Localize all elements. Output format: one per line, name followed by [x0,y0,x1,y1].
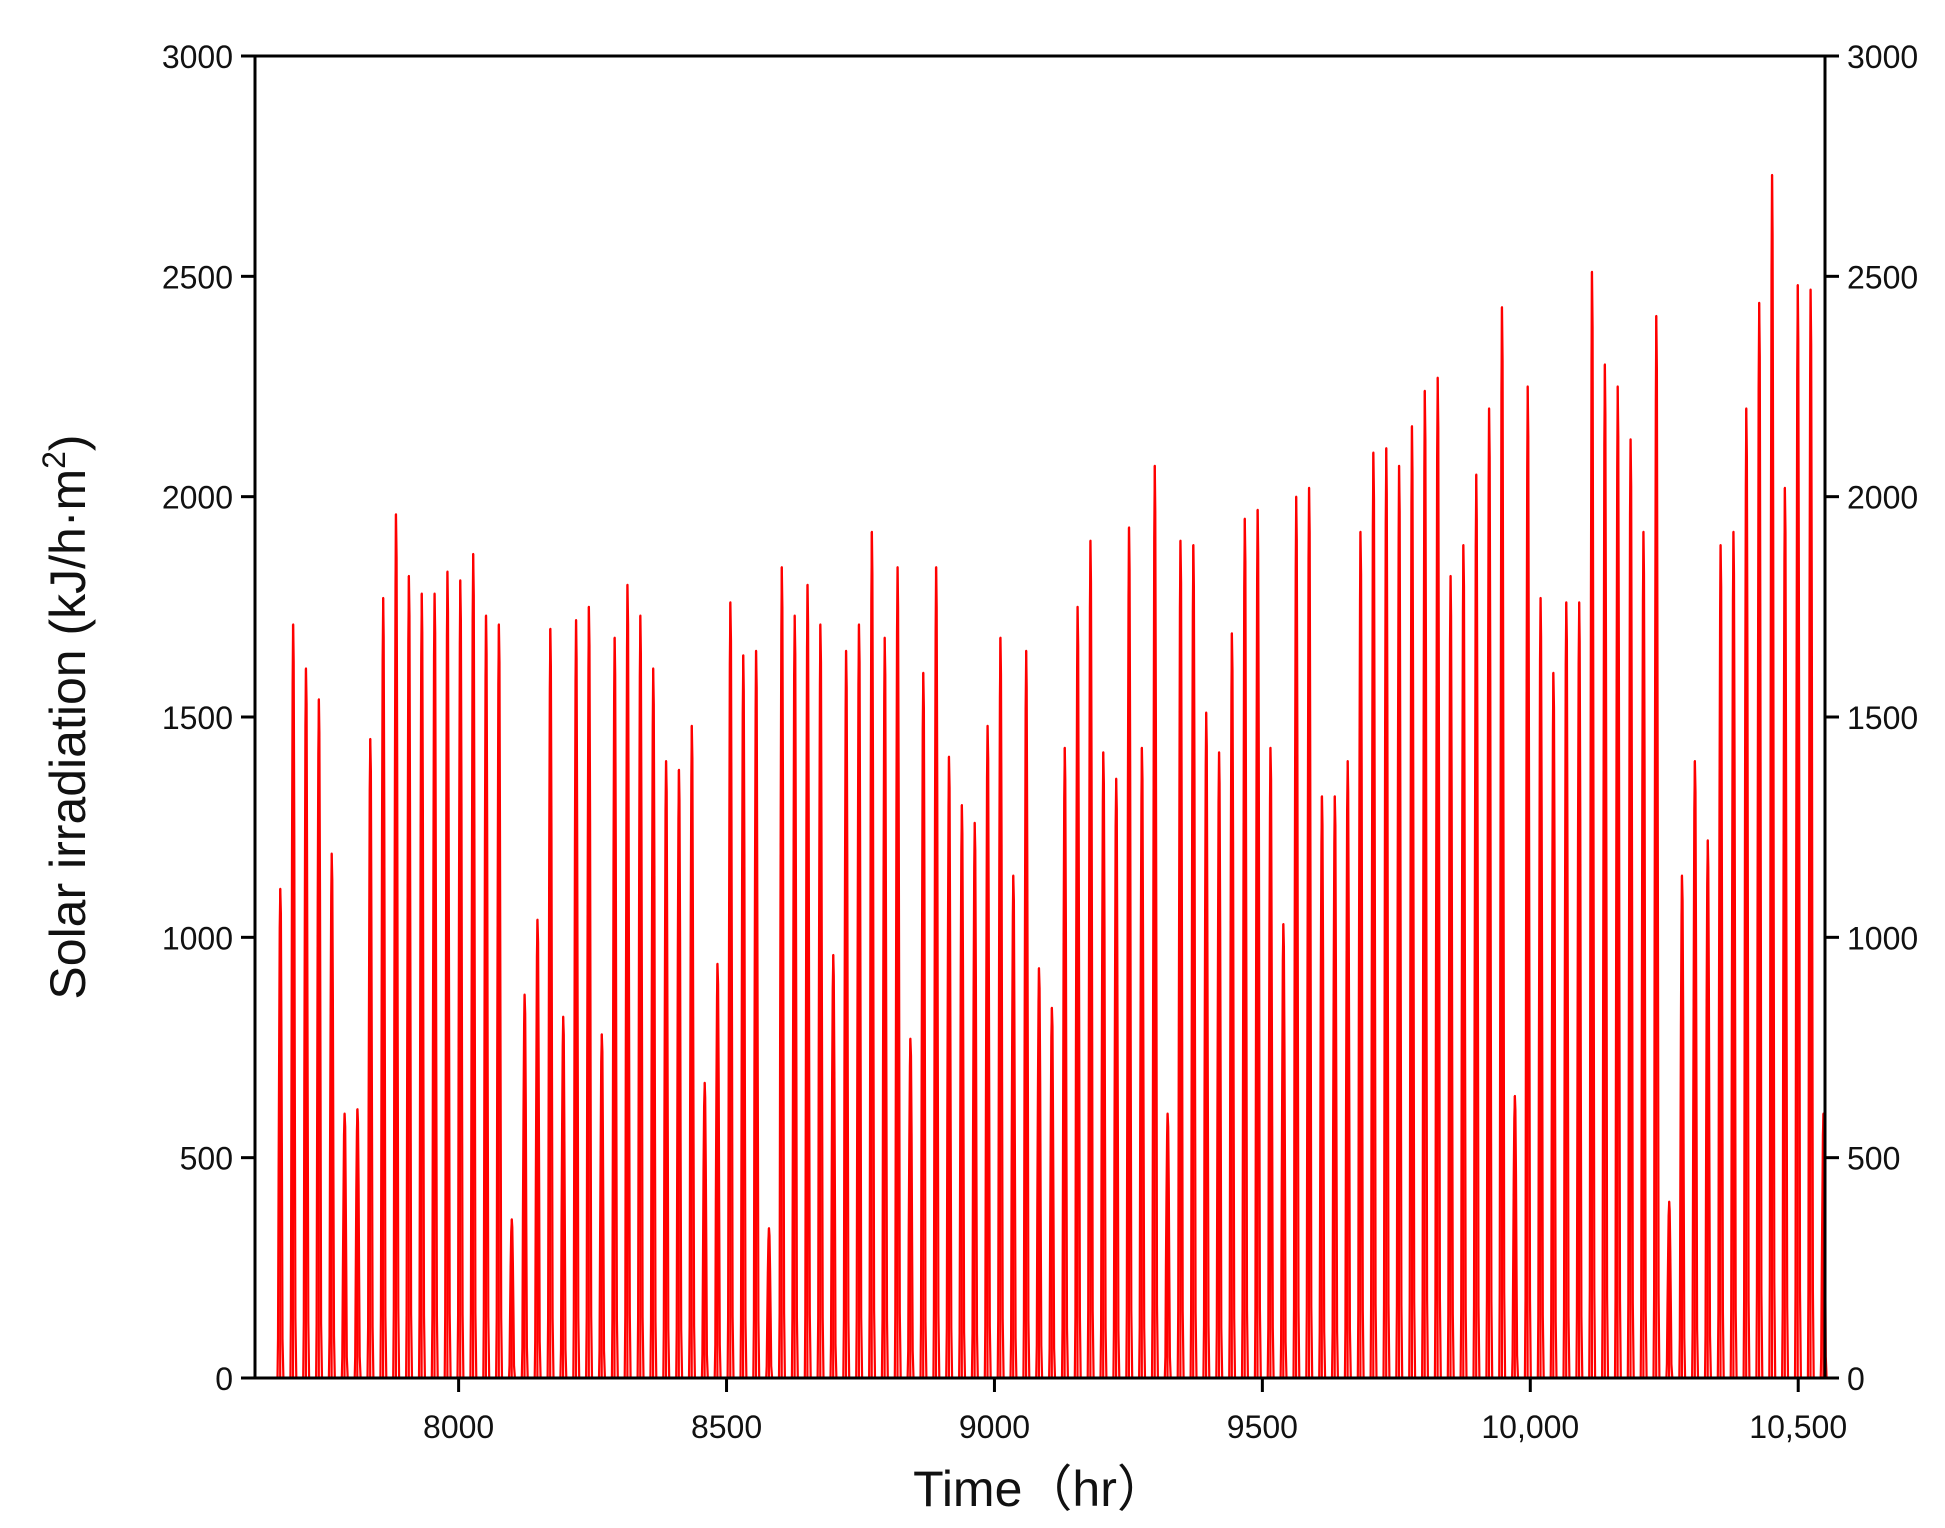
y-tick-label-left: 1500 [162,700,233,736]
y-axis-title-main: Solar irradiation (kJ/h·m [40,469,96,1000]
y-tick-label-left: 2000 [162,480,233,516]
y-tick-label-right: 2000 [1847,480,1918,516]
y-axis-right: 0 500 1000 1500 2000 2500 3000 [1825,39,1918,1397]
y-tick-label-right: 3000 [1847,39,1918,75]
y-axis-title: Solar irradiation (kJ/h·m2) [36,434,96,999]
x-axis-title: Time（hr） [913,1461,1167,1517]
x-axis: 8000 8500 9000 9500 10,000 10,500 [423,1378,1847,1445]
x-tick-label: 10,000 [1481,1409,1579,1445]
y-tick-label-left: 2500 [162,259,233,295]
x-tick-label: 9000 [959,1409,1030,1445]
y-tick-label-left: 500 [180,1141,233,1177]
y-tick-label-left: 3000 [162,39,233,75]
y-axis-title-close: ) [40,434,96,451]
y-tick-label-right: 0 [1847,1361,1865,1397]
y-axis-title-superscript: 2 [36,451,72,469]
x-tick-label: 8000 [423,1409,494,1445]
irradiation-series [274,173,1831,1380]
y-tick-label-left: 1000 [162,920,233,956]
y-tick-label-left: 0 [215,1361,233,1397]
x-tick-label: 10,500 [1749,1409,1847,1445]
y-tick-label-right: 500 [1847,1141,1900,1177]
x-tick-label: 9500 [1227,1409,1298,1445]
y-tick-label-right: 2500 [1847,259,1918,295]
y-axis-left: 0 500 1000 1500 2000 2500 3000 [162,39,255,1397]
y-tick-label-right: 1000 [1847,920,1918,956]
y-tick-label-right: 1500 [1847,700,1918,736]
x-tick-label: 8500 [691,1409,762,1445]
